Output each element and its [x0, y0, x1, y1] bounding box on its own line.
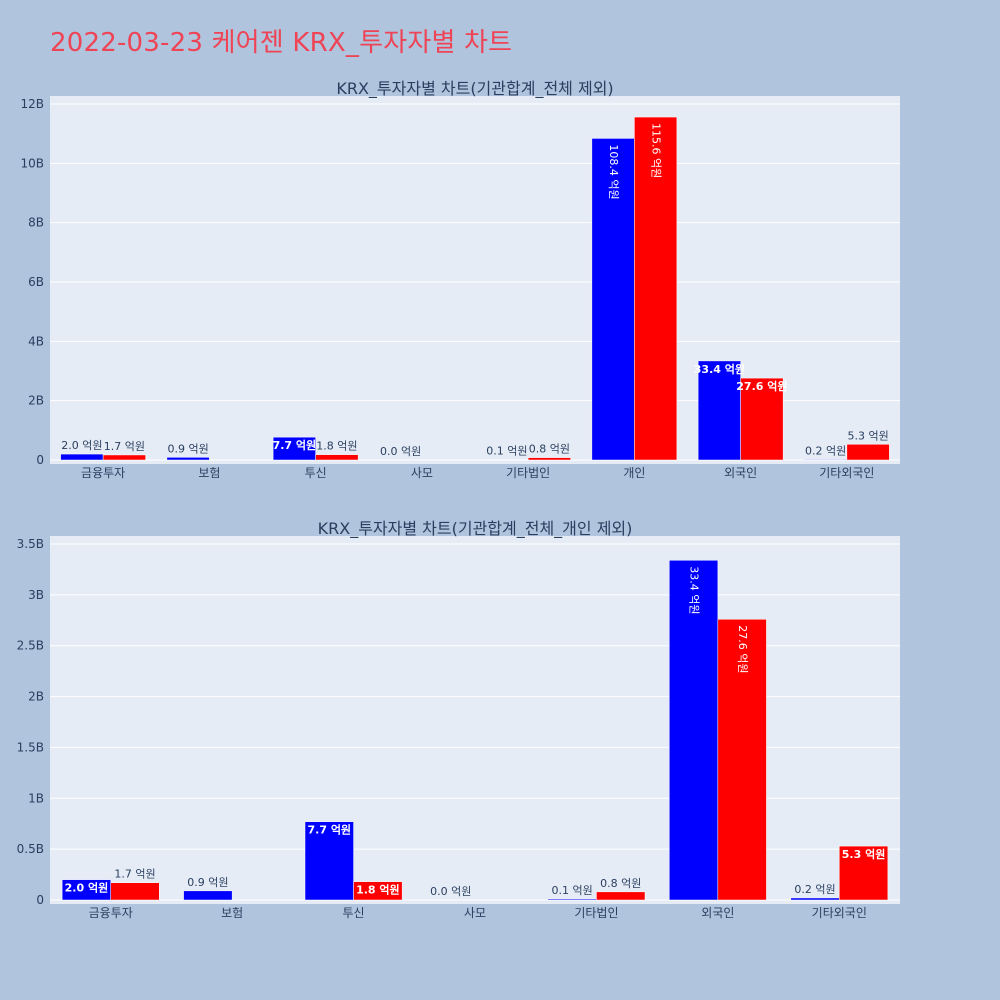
data-label: 0.2 억원 [794, 883, 835, 896]
bar[interactable] [717, 619, 767, 901]
y-tick-label: 3B [28, 588, 44, 602]
bar[interactable] [102, 454, 146, 461]
data-label: 1.8 억원 [316, 440, 357, 453]
bar[interactable] [846, 444, 890, 461]
x-tick-label: 사모 [464, 906, 486, 920]
data-label: 0.9 억원 [187, 876, 228, 889]
data-label: 2.0 억원 [65, 881, 109, 895]
data-label: 0.0 억원 [430, 885, 471, 898]
bar[interactable] [596, 891, 646, 901]
x-tick-label: 기타외국인 [812, 906, 867, 920]
x-tick-label: 보험 [198, 466, 220, 480]
bar[interactable] [804, 459, 848, 461]
bar[interactable] [60, 453, 104, 461]
bar[interactable] [353, 881, 403, 901]
bar[interactable] [697, 360, 741, 461]
data-label: 1.7 억원 [104, 440, 145, 453]
y-tick-label: 0 [36, 893, 44, 907]
x-tick-label: 기타법인 [574, 906, 618, 920]
x-tick-label: 금융투자 [81, 466, 125, 480]
data-label: 27.6 억원 [736, 625, 749, 673]
data-label: 0.2 억원 [805, 444, 846, 457]
data-label: 33.4 억원 [688, 566, 701, 614]
bar[interactable] [272, 436, 316, 461]
y-tick-label: 2B [28, 690, 44, 704]
x-tick-label: 외국인 [724, 466, 757, 480]
x-tick-label: 투신 [305, 466, 327, 480]
x-tick-label: 보험 [221, 906, 243, 920]
bar[interactable] [166, 457, 210, 461]
bar[interactable] [304, 821, 354, 901]
data-label: 0.9 억원 [168, 442, 209, 455]
data-label: 5.3 억원 [842, 847, 886, 861]
data-label: 115.6 억원 [650, 123, 663, 178]
y-tick-label: 1B [28, 791, 44, 805]
x-tick-label: 외국인 [701, 906, 734, 920]
data-label: 0.0 억원 [380, 445, 421, 458]
data-label: 0.1 억원 [552, 884, 593, 897]
y-tick-label: 8B [28, 216, 44, 230]
data-label: 7.7 억원 [273, 438, 317, 452]
bar[interactable] [839, 845, 889, 901]
y-tick-label: 0 [36, 453, 44, 467]
y-tick-label: 12B [20, 97, 44, 111]
x-tick-label: 개인 [623, 466, 645, 480]
data-label: 7.7 억원 [308, 823, 352, 837]
y-tick-label: 1.5B [17, 740, 44, 754]
bar[interactable] [547, 898, 597, 901]
bar[interactable] [740, 377, 784, 461]
chart-title: KRX_투자자별 차트(기관합계_전체_개인 제외) [318, 519, 633, 539]
chart-title: KRX_투자자별 차트(기관합계_전체 제외) [336, 79, 613, 99]
data-label: 0.1 억원 [486, 445, 527, 458]
x-tick-label: 기타외국인 [819, 466, 874, 480]
data-label: 108.4 억원 [607, 144, 620, 199]
y-tick-label: 10B [20, 156, 44, 170]
x-tick-label: 투신 [343, 906, 365, 920]
data-label: 0.8 억원 [529, 443, 570, 456]
data-label: 1.8 억원 [356, 883, 400, 897]
bar[interactable] [790, 897, 840, 901]
bar[interactable] [110, 882, 160, 901]
y-tick-label: 6B [28, 275, 44, 289]
x-tick-label: 금융투자 [89, 906, 133, 920]
bar[interactable] [527, 457, 571, 461]
x-tick-label: 사모 [411, 466, 433, 480]
y-tick-label: 0.5B [17, 842, 44, 856]
y-tick-label: 2.5B [17, 639, 44, 653]
data-label: 2.0 억원 [61, 439, 102, 452]
bar[interactable] [591, 138, 635, 461]
data-label: 5.3 억원 [848, 429, 889, 442]
y-tick-label: 2B [28, 394, 44, 408]
y-tick-label: 4B [28, 334, 44, 348]
bar[interactable] [183, 890, 233, 901]
data-label: 1.7 억원 [114, 868, 155, 881]
data-label: 27.6 억원 [736, 379, 787, 393]
data-label: 0.8 억원 [600, 877, 641, 890]
bar[interactable] [634, 116, 678, 461]
data-label: 33.4 억원 [694, 362, 745, 376]
chart-1: 0 2B 4B 6B 8B 10B 12B KRX_투자자별 차트(기관합계_전체 제외) 금융… [20, 79, 900, 480]
bar[interactable] [315, 454, 359, 461]
bar[interactable] [669, 560, 719, 901]
page-title: 2022-03-23 케어젠 KRX_투자자별 차트 [50, 28, 513, 58]
x-tick-label: 기타법인 [506, 466, 550, 480]
y-tick-label: 3.5B [17, 537, 44, 551]
chart-2: 0 0.5B 1B 1.5B 2B 2.5B 3B 3.5B KRX_투자자별 차트(기관합계_… [17, 519, 900, 920]
